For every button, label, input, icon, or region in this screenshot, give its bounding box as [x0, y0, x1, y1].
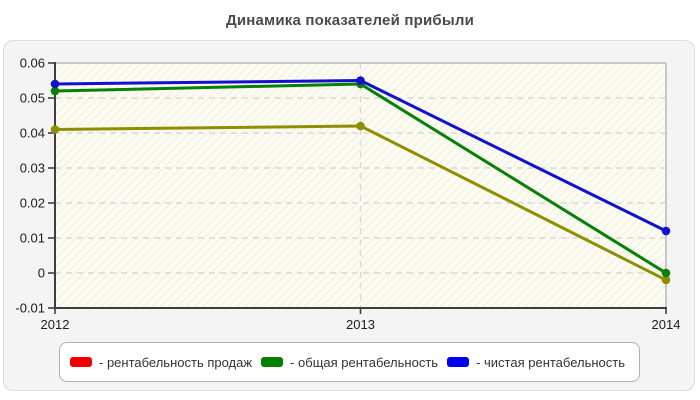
- legend-swatch: [447, 357, 470, 367]
- data-point-marker: [356, 121, 365, 131]
- data-point-marker: [50, 86, 60, 96]
- data-point-marker: [50, 79, 60, 89]
- x-axis-tick-label: 2013: [346, 317, 375, 332]
- legend-item: - чистая рентабельность: [447, 355, 625, 370]
- data-point-marker: [661, 275, 671, 285]
- legend-swatch: [261, 357, 284, 367]
- legend-swatch: [70, 357, 92, 367]
- legend-item: - общая рентабельность: [261, 355, 438, 370]
- legend-label: - общая рентабельность: [290, 354, 439, 370]
- y-axis-tick-label: 0.04: [20, 126, 45, 141]
- y-axis-tick-label: 0.05: [20, 91, 45, 106]
- y-axis-tick-label: 0: [38, 266, 45, 281]
- y-axis-tick-label: -0.01: [15, 301, 45, 316]
- x-axis-tick-label: 2014: [652, 317, 681, 332]
- data-point-marker: [661, 268, 671, 278]
- legend-label: - рентабельность продаж: [99, 354, 253, 370]
- y-axis-tick-label: 0.02: [20, 196, 45, 211]
- y-axis-tick-label: 0.06: [20, 56, 45, 71]
- y-axis-tick-label: 0.03: [20, 161, 45, 176]
- legend: - рентабельность продаж - общая рентабель…: [59, 342, 640, 382]
- data-point-marker: [661, 226, 671, 236]
- y-axis-tick-label: 0.01: [20, 231, 45, 246]
- chart-title: Динамика показателей прибыли: [225, 12, 475, 29]
- data-point-marker: [50, 125, 60, 134]
- x-axis-tick-label: 2012: [41, 317, 70, 332]
- legend-label: - чистая рентабельность: [476, 354, 625, 370]
- data-point-marker: [356, 76, 365, 85]
- legend-item: - рентабельность продаж: [70, 355, 252, 370]
